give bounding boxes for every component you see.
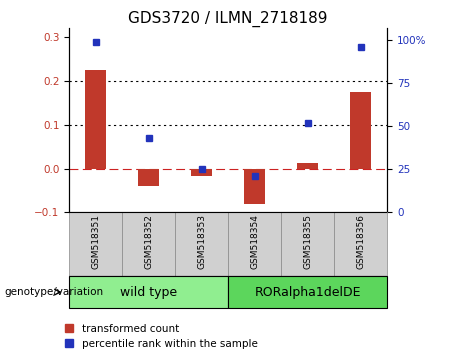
Bar bbox=[244, 169, 265, 204]
Text: wild type: wild type bbox=[120, 286, 177, 298]
Title: GDS3720 / ILMN_2718189: GDS3720 / ILMN_2718189 bbox=[129, 11, 328, 27]
Bar bbox=[297, 163, 318, 169]
Bar bbox=[138, 169, 159, 186]
Bar bbox=[191, 169, 212, 176]
Text: RORalpha1delDE: RORalpha1delDE bbox=[254, 286, 361, 298]
Bar bbox=[281, 212, 334, 276]
Bar bbox=[334, 212, 387, 276]
Text: GSM518351: GSM518351 bbox=[91, 213, 100, 269]
Bar bbox=[85, 70, 106, 169]
Text: GSM518353: GSM518353 bbox=[197, 213, 206, 269]
Text: GSM518354: GSM518354 bbox=[250, 213, 259, 269]
Text: GSM518352: GSM518352 bbox=[144, 213, 153, 269]
Bar bbox=[69, 276, 228, 308]
Bar bbox=[350, 92, 371, 169]
Text: genotype/variation: genotype/variation bbox=[5, 287, 104, 297]
Bar bbox=[69, 212, 122, 276]
Legend: transformed count, percentile rank within the sample: transformed count, percentile rank withi… bbox=[65, 324, 258, 349]
Text: GSM518356: GSM518356 bbox=[356, 213, 365, 269]
Bar bbox=[122, 212, 175, 276]
Text: GSM518355: GSM518355 bbox=[303, 213, 312, 269]
Bar bbox=[228, 276, 387, 308]
Bar bbox=[228, 212, 281, 276]
Bar bbox=[175, 212, 228, 276]
